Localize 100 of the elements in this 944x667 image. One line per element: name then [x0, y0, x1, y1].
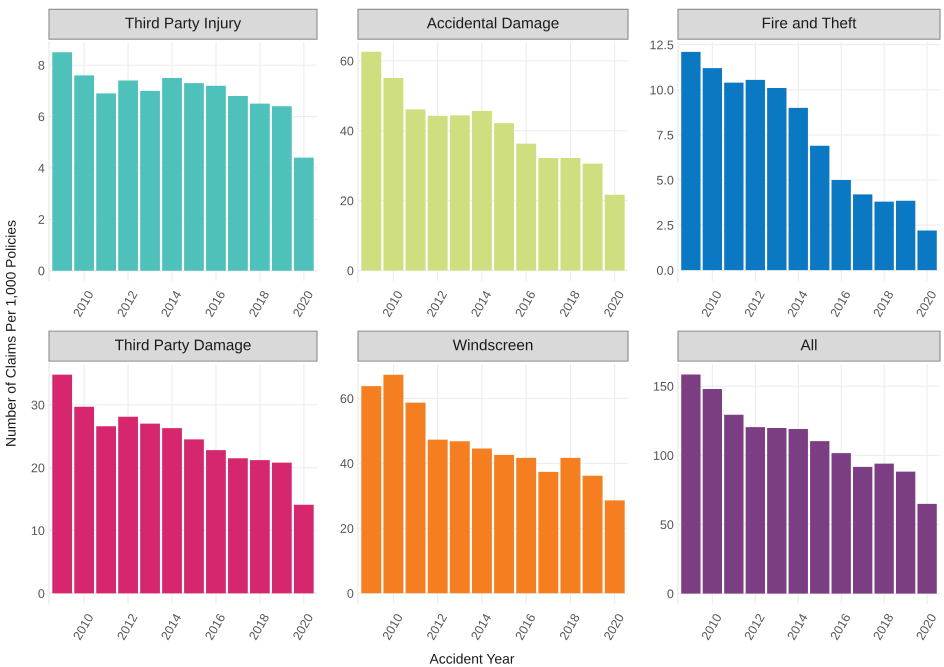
y-tick-label: 8 — [38, 60, 44, 70]
y-tick-label: 2.5 — [657, 220, 674, 230]
bar — [560, 158, 580, 271]
bar — [810, 441, 830, 594]
bar — [472, 110, 492, 271]
bar — [472, 448, 492, 594]
bar — [406, 109, 426, 271]
bar — [538, 472, 558, 594]
y-tick-label: 12.5 — [650, 40, 674, 50]
bar — [604, 500, 625, 594]
bar — [52, 374, 72, 594]
bar — [832, 180, 851, 270]
bar — [702, 68, 722, 270]
chart-title: All — [800, 339, 816, 350]
chart-title: Accidental Damage — [426, 17, 559, 32]
chart-title: Third Party Damage — [114, 339, 251, 354]
y-tick-label: 60 — [340, 56, 354, 66]
bar — [206, 86, 226, 271]
bar — [681, 52, 701, 270]
bar — [494, 454, 514, 594]
bar — [428, 440, 448, 594]
bar — [538, 158, 558, 271]
bar — [853, 466, 872, 594]
bar — [832, 453, 851, 594]
bar — [767, 428, 786, 594]
bar — [118, 80, 138, 271]
bar — [896, 472, 916, 594]
bar — [228, 458, 248, 594]
bar — [853, 194, 872, 270]
bar — [788, 429, 808, 594]
bar — [228, 96, 248, 271]
bar — [494, 123, 514, 271]
bar — [74, 406, 94, 594]
bar — [140, 90, 160, 271]
bar — [206, 450, 226, 594]
bar — [140, 424, 160, 594]
bar — [582, 476, 603, 594]
bar — [383, 374, 404, 594]
y-axis-title: Number of Claims Per 1,000 Policies — [6, 220, 18, 446]
bar — [96, 426, 116, 594]
bar — [162, 428, 182, 594]
y-tick-label: 150 — [654, 382, 674, 391]
bar — [272, 106, 292, 271]
x-axis-title: Accident Year — [430, 654, 514, 664]
bar — [361, 386, 382, 594]
bar — [582, 164, 603, 271]
y-tick-label: 2 — [38, 215, 44, 224]
y-tick-label: 4 — [38, 164, 44, 172]
chart-title: Third Party Injury — [125, 17, 242, 32]
bar — [516, 458, 536, 594]
bar — [250, 104, 270, 271]
y-tick-label: 0 — [38, 589, 44, 598]
bar — [272, 462, 292, 594]
bar — [74, 75, 94, 271]
y-tick-label: 20 — [340, 524, 354, 533]
bar — [724, 82, 744, 270]
bar — [184, 83, 204, 271]
y-tick-label: 40 — [340, 126, 354, 136]
bar — [383, 78, 404, 271]
y-tick-label: 7.5 — [657, 130, 674, 140]
bar — [560, 458, 580, 594]
bar — [450, 441, 470, 594]
bar — [604, 194, 625, 271]
y-tick-label: 0 — [667, 589, 674, 598]
bar — [406, 402, 426, 594]
bar — [428, 116, 448, 271]
bar — [917, 504, 937, 594]
y-tick-label: 5.0 — [656, 176, 674, 185]
bar — [767, 88, 786, 270]
y-tick-label: 0 — [347, 589, 354, 598]
bar — [361, 52, 382, 271]
chart-title: Fire and Theft — [762, 17, 856, 28]
y-tick-label: 20 — [340, 196, 354, 206]
chart-title: Windscreen — [452, 339, 532, 350]
y-tick-label: 100 — [654, 451, 674, 460]
bar — [788, 108, 808, 270]
y-tick-label: 0 — [38, 266, 44, 276]
bar — [681, 374, 701, 594]
bar — [118, 416, 138, 594]
bar — [450, 115, 470, 271]
y-tick-label: 6 — [38, 112, 44, 122]
bar — [917, 230, 937, 270]
bar — [516, 144, 536, 271]
bar — [250, 460, 270, 594]
y-tick-label: 60 — [340, 394, 354, 404]
y-tick-label: 10.0 — [650, 86, 674, 94]
bar — [96, 93, 116, 271]
bar — [874, 202, 894, 270]
bar — [810, 146, 830, 270]
y-tick-label: 50 — [660, 520, 674, 530]
bar — [702, 389, 722, 594]
bar — [746, 80, 765, 270]
y-tick-label: 10 — [32, 526, 44, 536]
bar — [294, 504, 314, 594]
bar — [162, 78, 182, 271]
y-tick-label: 0 — [347, 266, 354, 276]
bar — [724, 414, 744, 594]
y-tick-label: 0.0 — [656, 266, 674, 275]
bar — [294, 158, 314, 271]
bar — [184, 439, 204, 594]
